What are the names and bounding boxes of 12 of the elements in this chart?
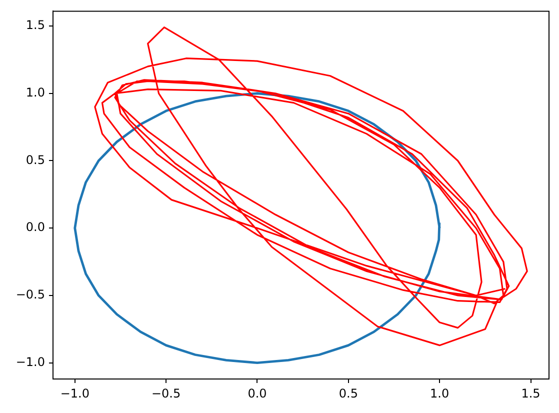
y-tick-label: −0.5 (16, 288, 45, 302)
y-tick-label: 1.0 (26, 86, 45, 100)
x-tick-label: 0.5 (338, 386, 358, 400)
y-tick-label: 1.5 (26, 18, 45, 32)
y-tick-label: 0.0 (26, 220, 45, 234)
y-tick-label: 0.5 (26, 152, 45, 167)
y-tick-label: −1.0 (16, 354, 45, 369)
x-tick-label: −1.0 (60, 386, 90, 400)
x-tick-label: −0.5 (151, 386, 181, 400)
x-tick-label: 1.0 (430, 386, 450, 400)
x-tick-label: 1.5 (521, 386, 540, 400)
x-tick-label: 0.0 (248, 386, 267, 400)
